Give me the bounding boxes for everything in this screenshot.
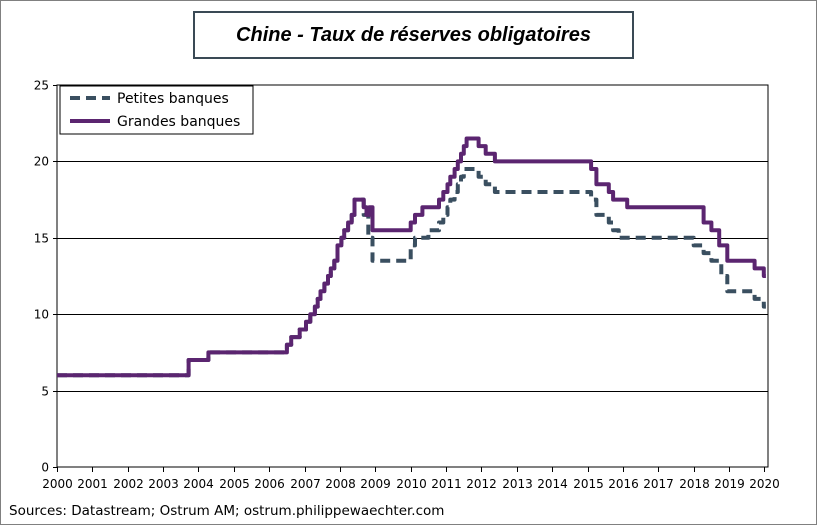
y-tick-label-15: 15 bbox=[34, 232, 49, 246]
x-tick-label-2015: 2015 bbox=[573, 477, 604, 491]
chart-title-box: Chine - Taux de réserves obligatoires bbox=[193, 11, 634, 59]
x-tick-label-2006: 2006 bbox=[254, 477, 285, 491]
plot-area-border bbox=[56, 84, 769, 468]
y-tick-label-5: 5 bbox=[41, 385, 49, 399]
legend-label-grandes-banques: Grandes banques bbox=[117, 114, 240, 130]
x-tick-label-2004: 2004 bbox=[183, 477, 214, 491]
x-tick-label-2005: 2005 bbox=[219, 477, 250, 491]
y-tick-label-10: 10 bbox=[34, 308, 49, 322]
x-tick-label-2020: 2020 bbox=[749, 477, 780, 491]
x-tick-label-2001: 2001 bbox=[77, 477, 108, 491]
axes: 0 5 10 15 20 25 2000 2001 2002 2003 2004 2005 2006 20… bbox=[34, 79, 780, 492]
legend-label-petites-banques: Petites banques bbox=[117, 91, 229, 107]
source-note: Sources: Datastream; Ostrum AM; ostrum.p… bbox=[9, 503, 445, 519]
legend: Petites banques Grandes banques bbox=[59, 85, 254, 135]
grid-lines bbox=[57, 161, 768, 392]
y-tick-label-25: 25 bbox=[34, 79, 49, 93]
legend-box bbox=[59, 85, 254, 135]
x-tick-label-2017: 2017 bbox=[643, 477, 674, 491]
x-tick-label-2000: 2000 bbox=[42, 477, 73, 491]
y-tick-label-20: 20 bbox=[34, 155, 49, 169]
x-tick-label-2018: 2018 bbox=[679, 477, 710, 491]
x-tick-label-2014: 2014 bbox=[537, 477, 568, 491]
x-tick-label-2009: 2009 bbox=[360, 477, 391, 491]
y-tick-label-0: 0 bbox=[41, 461, 49, 475]
x-tick-label-2016: 2016 bbox=[608, 477, 639, 491]
x-tick-label-2008: 2008 bbox=[325, 477, 356, 491]
chart-title: Chine - Taux de réserves obligatoires bbox=[236, 23, 591, 46]
x-tick-label-2007: 2007 bbox=[290, 477, 321, 491]
x-tick-label-2010: 2010 bbox=[396, 477, 427, 491]
x-tick-label-2011: 2011 bbox=[431, 477, 462, 491]
series-line-petites-banques bbox=[57, 167, 766, 378]
x-tick-label-2002: 2002 bbox=[113, 477, 144, 491]
x-tick-label-2019: 2019 bbox=[714, 477, 745, 491]
series-line-grandes-banques bbox=[57, 136, 766, 378]
x-tick-label-2013: 2013 bbox=[502, 477, 533, 491]
x-tick-label-2003: 2003 bbox=[148, 477, 179, 491]
x-tick-label-2012: 2012 bbox=[466, 477, 497, 491]
series-lines bbox=[57, 136, 766, 378]
